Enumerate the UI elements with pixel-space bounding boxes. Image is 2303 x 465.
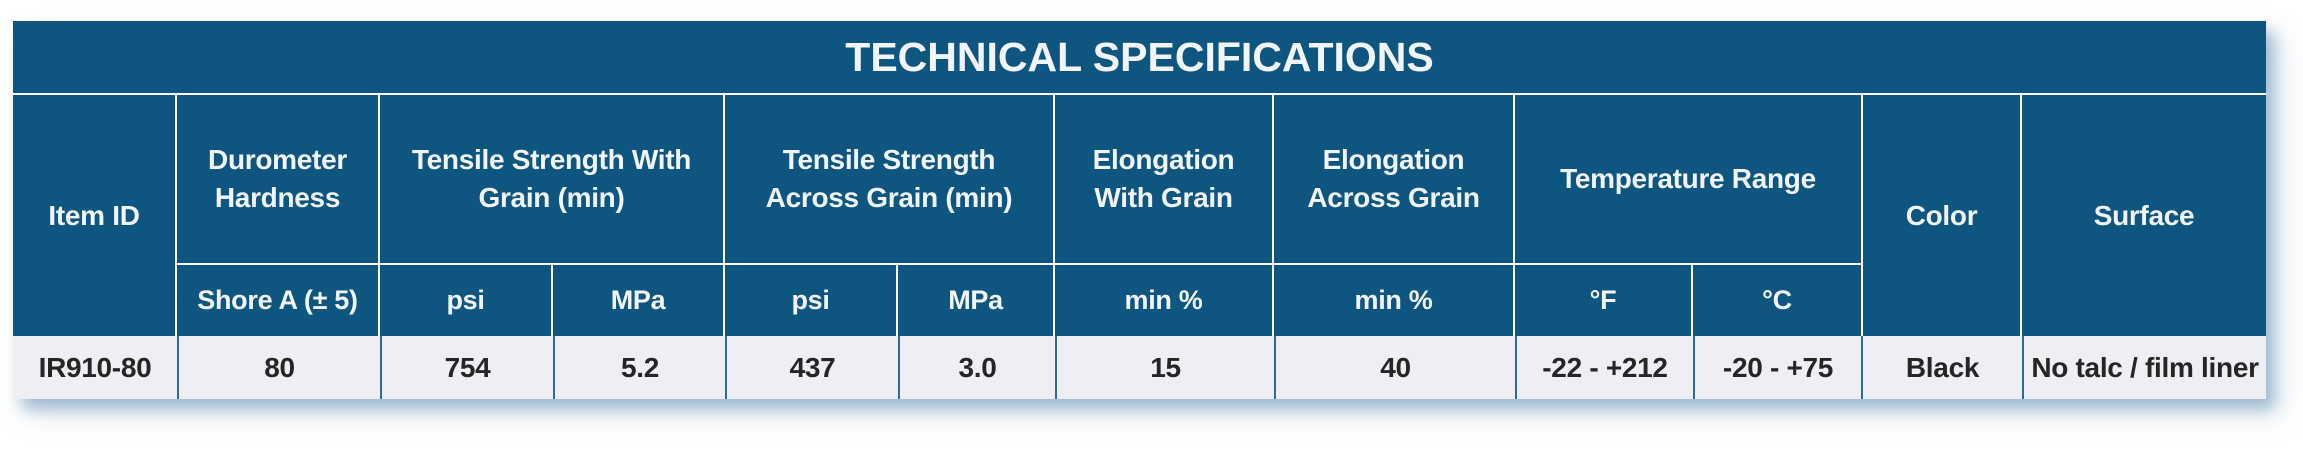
title-row: TECHNICAL SPECIFICATIONS	[13, 21, 2267, 95]
col-header-elongation-across-grain: Elongation Across Grain	[1274, 95, 1515, 265]
col-header-color: Color	[1861, 95, 2022, 336]
cell-elongation-across: 40	[1274, 336, 1515, 399]
sub-header-tensile-with-mpa: MPa	[553, 265, 725, 336]
col-header-elongation-with-grain: Elongation With Grain	[1055, 95, 1274, 265]
cell-durometer: 80	[177, 336, 380, 399]
sub-header-temp-celsius: °C	[1693, 265, 1861, 336]
sub-header-shore-a: Shore A (± 5)	[177, 265, 380, 336]
cell-tensile-across-psi: 437	[725, 336, 898, 399]
col-header-tensile-strength-across-grain: Tensile Strength Across Grain (min)	[725, 95, 1055, 265]
col-header-item-id: Item ID	[13, 95, 177, 336]
sub-header-tensile-with-psi: psi	[380, 265, 553, 336]
cell-tensile-across-mpa: 3.0	[898, 336, 1055, 399]
table-title: TECHNICAL SPECIFICATIONS	[13, 21, 2267, 95]
sub-header-row: Shore A (± 5) psi MPa psi MPa min % min …	[13, 265, 2266, 336]
col-header-durometer-hardness: Durometer Hardness	[177, 95, 380, 265]
sub-header-tensile-across-mpa: MPa	[898, 265, 1055, 336]
sub-header-elongation-across-min-pct: min %	[1274, 265, 1515, 336]
cell-tensile-with-psi: 754	[380, 336, 553, 399]
group-header-row: Item ID Durometer Hardness Tensile Stren…	[13, 95, 2267, 336]
cell-temp-fahrenheit: -22 - +212	[1515, 336, 1693, 399]
col-header-surface: Surface	[2022, 95, 2267, 336]
cell-item-id: IR910-80	[13, 336, 177, 399]
cell-surface: No talc / film liner	[2022, 336, 2267, 399]
cell-color: Black	[1861, 336, 2022, 399]
cell-elongation-with: 15	[1055, 336, 1274, 399]
sub-header-tensile-across-psi: psi	[725, 265, 898, 336]
table-body: IR910-80 80 754 5.2 437 3.0 15 40 -22 - …	[13, 336, 2267, 399]
cell-temp-celsius: -20 - +75	[1693, 336, 1861, 399]
table-header: TECHNICAL SPECIFICATIONS Item ID Duromet…	[13, 21, 2267, 336]
table-row: IR910-80 80 754 5.2 437 3.0 15 40 -22 - …	[13, 336, 2267, 399]
technical-specifications-table: TECHNICAL SPECIFICATIONS Item ID Duromet…	[13, 21, 2267, 399]
sub-header-elongation-with-min-pct: min %	[1055, 265, 1274, 336]
col-header-tensile-strength-with-grain: Tensile Strength With Grain (min)	[380, 95, 725, 265]
sub-header-temp-fahrenheit: °F	[1515, 265, 1693, 336]
cell-tensile-with-mpa: 5.2	[553, 336, 725, 399]
col-header-temperature-range: Temperature Range	[1515, 95, 1861, 265]
